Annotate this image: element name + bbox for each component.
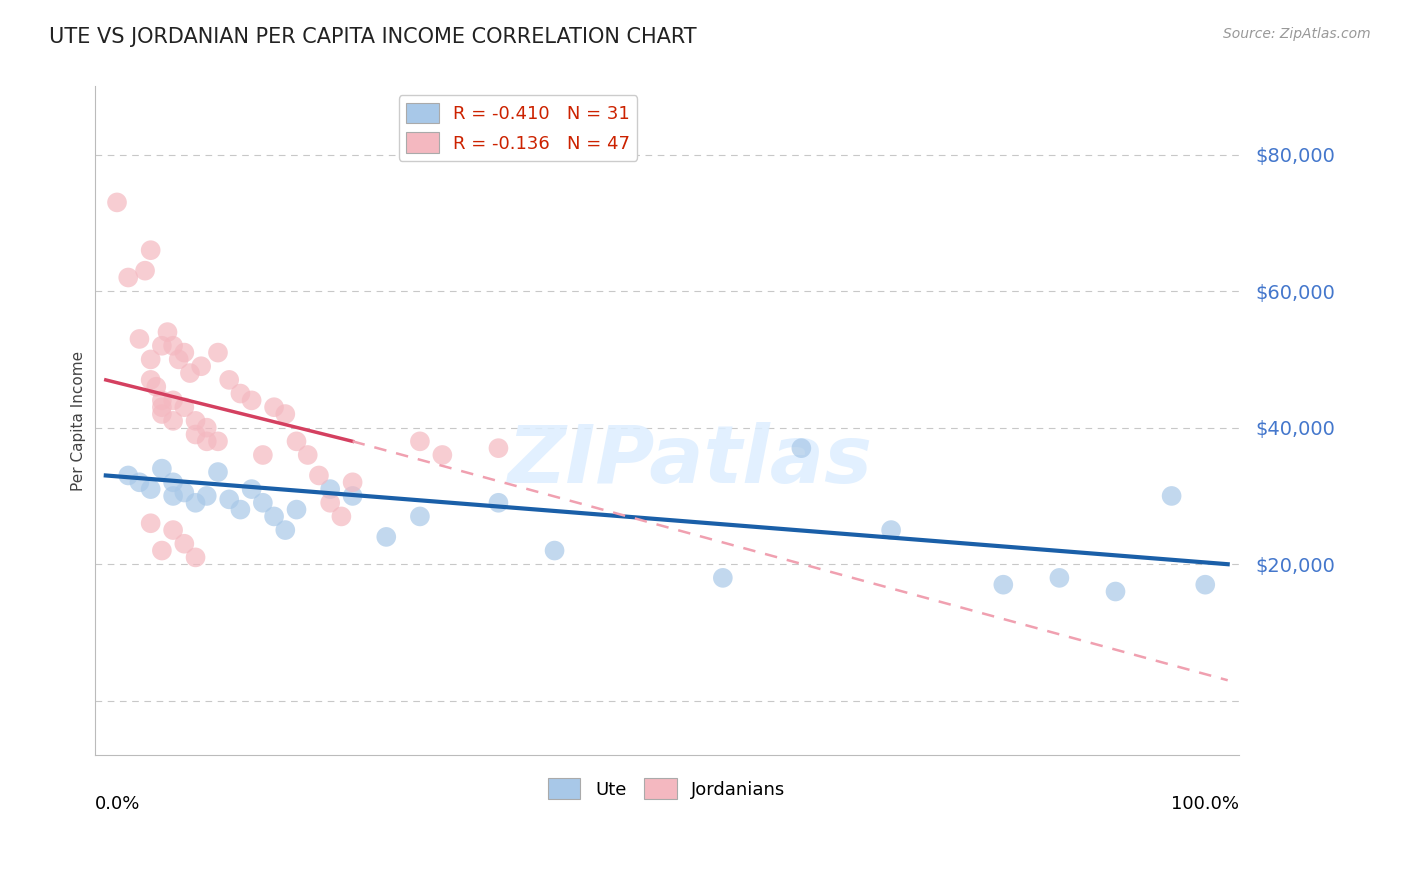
Point [263,509,285,524]
Point [375,530,398,544]
Point [993,577,1015,591]
Point [150,401,173,415]
Point [117,270,139,285]
Text: UTE VS JORDANIAN PER CAPITA INCOME CORRELATION CHART: UTE VS JORDANIAN PER CAPITA INCOME CORRE… [49,27,697,46]
Point [207,434,229,449]
Text: Source: ZipAtlas.com: Source: ZipAtlas.com [1223,27,1371,41]
Point [1047,571,1070,585]
Point [150,543,173,558]
Point [179,366,201,380]
Point [150,393,173,408]
Point [285,434,308,449]
Point [162,339,184,353]
Point [128,332,150,346]
Point [274,523,297,537]
Point [308,468,330,483]
Point [229,386,252,401]
Point [184,414,207,428]
Point [145,380,167,394]
Point [1160,489,1182,503]
Y-axis label: Per Capita Income: Per Capita Income [72,351,86,491]
Point [162,414,184,428]
Point [1104,584,1126,599]
Point [150,339,173,353]
Point [285,502,308,516]
Point [342,489,364,503]
Point [207,345,229,359]
Point [173,537,195,551]
Point [543,543,565,558]
Point [263,401,285,415]
Point [173,485,195,500]
Point [184,550,207,565]
Point [139,243,162,257]
Point [105,195,128,210]
Point [128,475,150,490]
Point [139,373,162,387]
Point [274,407,297,421]
Point [156,325,179,339]
Point [409,509,432,524]
Point [252,496,274,510]
Point [229,502,252,516]
Point [162,393,184,408]
Legend: Ute, Jordanians: Ute, Jordanians [541,772,793,806]
Point [790,441,813,455]
Point [319,496,342,510]
Point [330,509,353,524]
Point [139,482,162,496]
Point [880,523,903,537]
Point [240,482,263,496]
Point [297,448,319,462]
Point [173,401,195,415]
Point [150,407,173,421]
Point [150,461,173,475]
Point [195,489,218,503]
Point [488,496,510,510]
Point [240,393,263,408]
Point [162,523,184,537]
Point [319,482,342,496]
Point [488,441,510,455]
Point [1194,577,1216,591]
Point [184,427,207,442]
Point [342,475,364,490]
Point [207,465,229,479]
Point [139,352,162,367]
Point [195,434,218,449]
Point [162,489,184,503]
Text: ZIPatlas: ZIPatlas [508,422,872,500]
Point [218,492,240,507]
Point [117,468,139,483]
Point [432,448,454,462]
Point [218,373,240,387]
Point [139,516,162,531]
Point [195,420,218,434]
Point [134,263,156,277]
Point [190,359,212,374]
Point [409,434,432,449]
Point [252,448,274,462]
Text: 0.0%: 0.0% [94,796,141,814]
Point [711,571,734,585]
Point [167,352,190,367]
Text: 100.0%: 100.0% [1171,796,1239,814]
Point [184,496,207,510]
Point [162,475,184,490]
Point [173,345,195,359]
